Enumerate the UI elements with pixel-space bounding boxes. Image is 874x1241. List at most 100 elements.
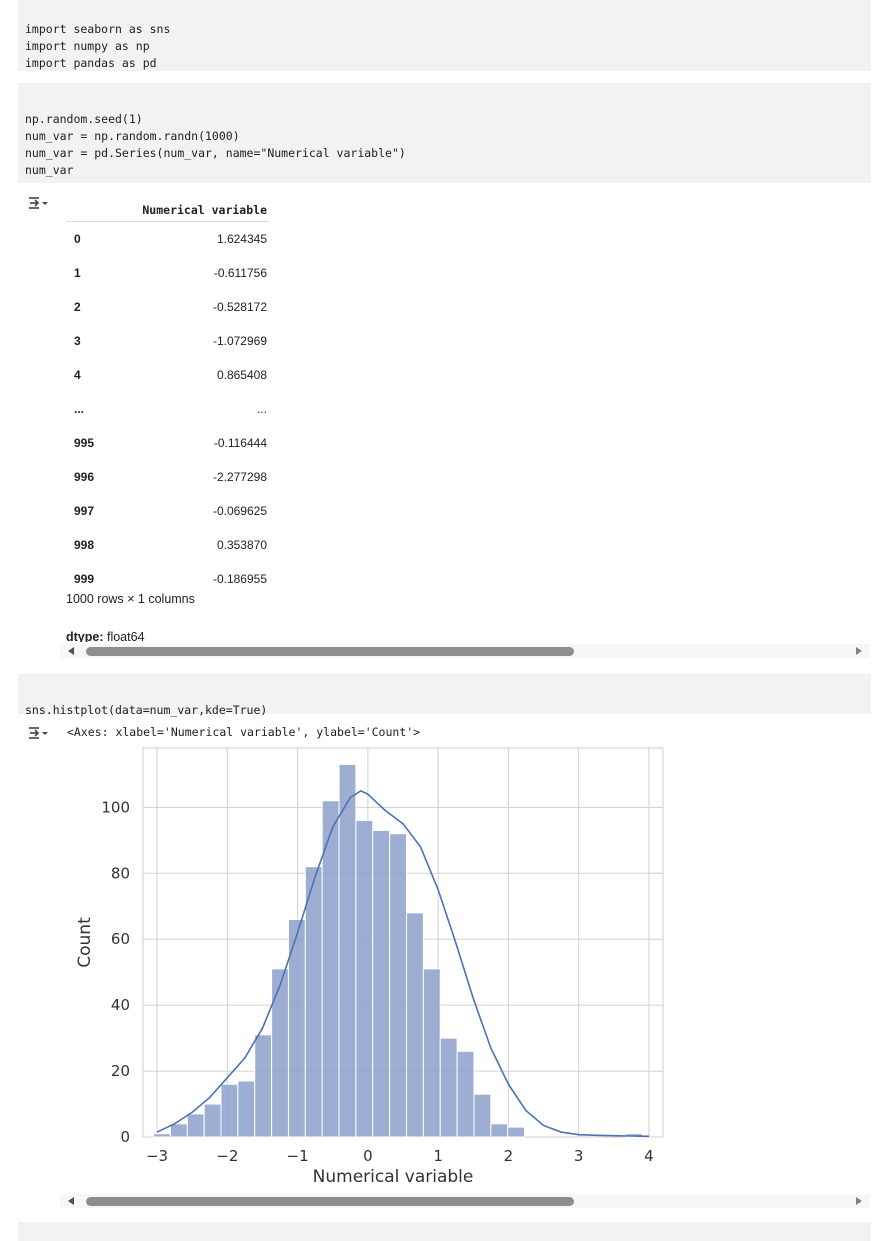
output-toggle-icon[interactable] — [27, 195, 51, 211]
code-line: import numpy as np — [25, 39, 150, 53]
code-line: num_var — [25, 163, 74, 177]
histogram-bar — [153, 1133, 171, 1138]
scrollbar-thumb[interactable] — [86, 647, 574, 656]
x-axis-label: Numerical variable — [313, 1167, 474, 1187]
histogram-bar — [271, 968, 289, 1138]
row-index: 1 — [74, 266, 81, 280]
scroll-right-arrow-icon[interactable] — [856, 647, 862, 655]
row-value: ... — [256, 402, 267, 416]
dtype-label: dtype: — [66, 630, 104, 642]
histogram-bar — [422, 968, 441, 1138]
row-index: 4 — [74, 368, 81, 382]
row-value: -0.611756 — [213, 266, 267, 280]
row-index: 996 — [74, 470, 95, 484]
code-line: num_var = np.random.randn(1000) — [25, 129, 240, 143]
y-tick-label: 20 — [111, 1062, 130, 1080]
histogram-bar — [254, 1034, 273, 1138]
table-row: ...... — [66, 392, 269, 426]
code-cell-imports[interactable]: import seaborn as sns import numpy as np i… — [18, 0, 871, 71]
row-index: 3 — [74, 334, 81, 348]
column-header: Numerical variable — [128, 199, 269, 222]
row-value: 1.624345 — [216, 232, 267, 246]
row-value: 0.353870 — [216, 538, 267, 552]
y-tick-label: 60 — [111, 930, 130, 948]
table-row: 0 1.624345 — [66, 222, 269, 257]
code-line: sns.histplot(data=num_var,kde=True) — [25, 703, 268, 717]
output-toggle-icon[interactable] — [27, 725, 51, 741]
row-index: 995 — [74, 436, 95, 450]
histogram-bar — [372, 829, 391, 1138]
histogram-bar — [203, 1103, 222, 1138]
row-value: -2.277298 — [212, 470, 267, 484]
kde-line — [156, 789, 649, 1138]
output-horizontal-scrollbar[interactable] — [60, 644, 870, 658]
row-index: 997 — [74, 504, 95, 518]
x-tick-label: −2 — [216, 1147, 238, 1165]
x-tick-label: −1 — [287, 1147, 309, 1165]
code-cell-series[interactable]: np.random.seed(1) num_var = np.random.ran… — [18, 83, 871, 183]
code-line: import seaborn as sns — [25, 22, 171, 36]
axes-repr-text: <Axes: xlabel='Numerical variable', ylab… — [67, 725, 421, 739]
table-row: 1 -0.611756 — [66, 256, 269, 290]
row-value: -1.072969 — [212, 334, 267, 348]
histogram-bar — [304, 866, 323, 1138]
table-row: 2 -0.528172 — [66, 290, 269, 324]
y-tick-label: 0 — [120, 1128, 130, 1146]
y-tick-label: 80 — [111, 864, 130, 882]
row-index: 2 — [74, 300, 81, 314]
histogram-bar — [338, 763, 357, 1138]
x-tick-label: 2 — [504, 1147, 514, 1165]
histogram-bar — [355, 820, 374, 1138]
scroll-left-arrow-icon[interactable] — [68, 647, 74, 655]
y-tick-label: 40 — [111, 996, 130, 1014]
code-line: import pandas as pd — [25, 56, 157, 70]
dtype-value: float64 — [106, 630, 145, 642]
row-value: -0.069625 — [212, 504, 267, 518]
row-index: 999 — [74, 572, 95, 586]
histogram-bar — [439, 1037, 458, 1138]
y-axis-label: Count — [75, 917, 95, 968]
code-cell-empty[interactable] — [18, 1222, 871, 1241]
code-line: np.random.seed(1) — [25, 112, 143, 126]
scrollbar-thumb[interactable] — [86, 1197, 574, 1206]
row-value: -0.186955 — [212, 572, 267, 586]
table-row: 997 -0.069625 — [66, 494, 269, 528]
histogram-bar — [237, 1080, 256, 1138]
code-cell-histplot[interactable]: sns.histplot(data=num_var,kde=True) — [18, 674, 871, 717]
y-tick-label: 100 — [101, 798, 130, 816]
histogram-chart: −3 −2 −1 0 1 2 3 4 0 20 40 60 80 100 Numerical variabl… — [60, 742, 680, 1192]
dtype-info: dtype: float64 — [66, 628, 145, 642]
histogram-bar — [473, 1093, 492, 1138]
row-value: -0.116444 — [213, 436, 267, 450]
plot-horizontal-scrollbar[interactable] — [60, 1194, 870, 1208]
x-tick-label: 0 — [363, 1147, 373, 1165]
row-index: ... — [74, 402, 85, 416]
row-value: 0.865408 — [216, 368, 267, 382]
x-tick-label: 1 — [433, 1147, 443, 1165]
code-line: num_var = pd.Series(num_var, name="Numer… — [25, 146, 406, 160]
row-index: 998 — [74, 538, 95, 552]
table-row: 996 -2.277298 — [66, 460, 269, 494]
scroll-left-arrow-icon[interactable] — [68, 1197, 74, 1205]
row-value: -0.528172 — [212, 300, 267, 314]
histogram-bar — [490, 1123, 509, 1138]
table-row: 4 0.865408 — [66, 358, 269, 392]
histogram-bar — [406, 912, 424, 1138]
x-tick-label: 3 — [574, 1147, 584, 1165]
table-row: 995 -0.116444 — [66, 426, 269, 460]
histogram-bar — [389, 833, 408, 1138]
x-tick-label: 4 — [644, 1147, 654, 1165]
histogram-bar — [456, 1050, 475, 1138]
row-index: 0 — [74, 232, 81, 246]
x-tick-label: −3 — [146, 1147, 168, 1165]
table-row: 998 0.353870 — [66, 528, 269, 562]
histogram-bar — [220, 1083, 239, 1138]
histogram-bar — [186, 1113, 205, 1138]
table-row: 3 -1.072969 — [66, 324, 269, 358]
scroll-right-arrow-icon[interactable] — [856, 1197, 862, 1205]
table-summary: 1000 rows × 1 columns — [66, 592, 195, 606]
histogram-bar — [169, 1123, 188, 1138]
histogram-bar — [507, 1126, 526, 1138]
series-output-table: Numerical variable 0 1.624345 1 -0.611756 … — [66, 199, 269, 596]
